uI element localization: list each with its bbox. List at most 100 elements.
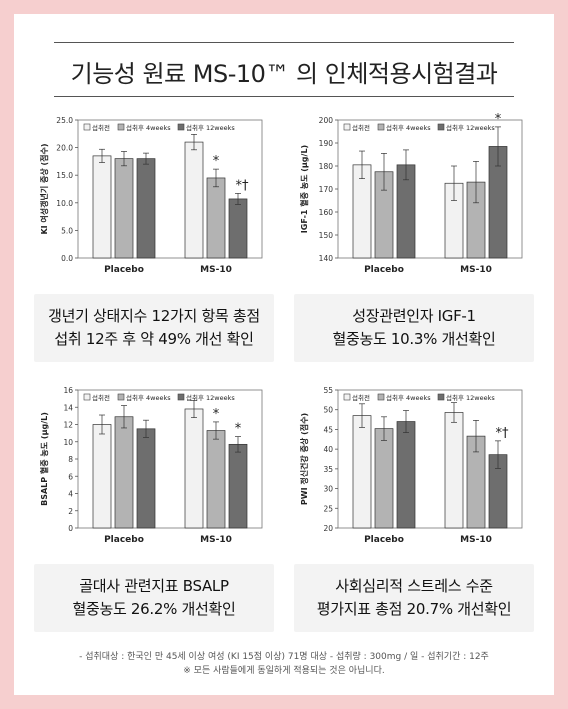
- y-tick-label: 15.0: [56, 171, 73, 180]
- legend-label: 섭취후 4weeks: [386, 123, 431, 132]
- bar: [92, 424, 112, 529]
- y-tick-label: 50: [323, 406, 333, 415]
- legend-label: 섭취후 12weeks: [186, 123, 235, 132]
- y-tick-label: 140: [319, 254, 334, 263]
- footnote-disclaimer: ※ 모든 사람들에게 동일하게 적용되는 것은 아닙니다.: [183, 666, 385, 677]
- significance-marker: *†: [496, 426, 510, 441]
- legend-label: 섭취후 12weeks: [446, 123, 495, 132]
- chart-bsalp-svg: 0 2 4 6 8 10 12 14 16 BSALP 혈중 농도 (μg/L) 섭취전 섭취후 4w…: [39, 386, 263, 545]
- legend-swatch: [343, 393, 351, 401]
- legend-swatch: [117, 123, 125, 131]
- page-title: 기능성 원료 MS-10™ 의 인체적용시험결과: [70, 60, 498, 88]
- bar: [228, 443, 248, 529]
- legend-swatch: [177, 393, 185, 401]
- legend-label: 섭취전: [92, 123, 110, 132]
- bar: [92, 155, 112, 259]
- legend-label: 섭취전: [352, 123, 370, 132]
- y-tick-label: 55: [323, 386, 333, 395]
- significance-marker: *: [213, 407, 220, 422]
- caption-line: 혈중농도 10.3% 개선확인: [332, 330, 496, 348]
- y-tick-label: 20.0: [56, 144, 73, 153]
- y-axis-label: PWI 정신건강 증상 (점수): [299, 413, 309, 505]
- y-tick-label: 10: [63, 438, 73, 447]
- y-tick-label: 2: [68, 507, 73, 516]
- caption-pwi: 사회심리적 스트레스 수준 평가지표 총점 20.7% 개선확인: [294, 564, 534, 632]
- y-tick-label: 25.0: [56, 116, 73, 125]
- caption-line: 혈중농도 26.2% 개선확인: [72, 600, 236, 618]
- y-tick-label: 12: [63, 421, 73, 430]
- legend-swatch: [343, 123, 351, 131]
- y-tick-label: 160: [319, 208, 334, 217]
- y-tick-label: 14: [63, 403, 73, 412]
- caption-ki-score: 갱년기 상태지수 12가지 항목 총점 섭취 12주 후 약 49% 개선 확인: [34, 294, 274, 362]
- significance-marker: *: [213, 154, 220, 169]
- legend-swatch: [377, 393, 385, 401]
- y-tick-label: 180: [319, 162, 334, 171]
- y-tick-label: 6: [68, 472, 73, 481]
- legend-swatch: [177, 123, 185, 131]
- legend-swatch: [377, 123, 385, 131]
- x-tick-label: MS-10: [460, 535, 492, 545]
- y-tick-label: 35: [323, 465, 333, 474]
- caption-line: 갱년기 상태지수 12가지 항목 총점: [48, 306, 260, 325]
- bar: [184, 408, 204, 529]
- x-tick-label: Placebo: [104, 535, 144, 545]
- x-tick-label: MS-10: [200, 535, 232, 545]
- caption-line: 사회심리적 스트레스 수준: [335, 576, 493, 595]
- legend-label: 섭취후 4weeks: [126, 393, 171, 402]
- legend-label: 섭취후 4weeks: [386, 393, 431, 402]
- bar: [114, 158, 134, 259]
- y-tick-label: 0: [68, 524, 73, 533]
- y-tick-label: 200: [319, 116, 334, 125]
- caption-line: 골대사 관련지표 BSALP: [79, 576, 229, 595]
- y-tick-label: 10.0: [56, 199, 73, 208]
- x-tick-label: Placebo: [364, 535, 404, 545]
- bar: [136, 158, 156, 259]
- y-tick-label: 150: [319, 231, 334, 240]
- bar: [184, 141, 204, 259]
- legend-label: 섭취후 12weeks: [446, 393, 495, 402]
- y-tick-label: 8: [68, 455, 73, 464]
- legend-swatch: [83, 123, 91, 131]
- caption-line: 성장관련인자 IGF-1: [352, 306, 476, 325]
- chart-pwi-svg: 20 25 30 35 40 45 50 55 PWI 정신건강 증상 (점수) 섭취전 섭취후 4…: [299, 386, 523, 545]
- legend-label: 섭취전: [352, 393, 370, 402]
- bar: [374, 428, 394, 529]
- caption-line: 평가지표 총점 20.7% 개선확인: [316, 600, 512, 618]
- legend-swatch: [83, 393, 91, 401]
- y-tick-label: 30: [323, 485, 333, 494]
- y-tick-label: 4: [68, 490, 73, 499]
- y-tick-label: 20: [323, 524, 333, 533]
- bar: [396, 421, 416, 529]
- infographic-card: 기능성 원료 MS-10™ 의 인체적용시험결과 0.0 5.0 10.0 15.0 2…: [14, 14, 554, 695]
- caption-line: 섭취 12주 후 약 49% 개선 확인: [54, 330, 254, 348]
- y-tick-label: 170: [319, 185, 334, 194]
- bar: [206, 177, 226, 259]
- x-tick-label: Placebo: [364, 265, 404, 275]
- legend-label: 섭취전: [92, 393, 110, 402]
- bar: [444, 412, 464, 529]
- significance-marker: *: [235, 422, 242, 437]
- x-tick-label: MS-10: [200, 265, 232, 275]
- y-tick-label: 40: [323, 445, 333, 454]
- x-tick-label: MS-10: [460, 265, 492, 275]
- y-tick-label: 5.0: [61, 226, 73, 235]
- legend-label: 섭취후 4weeks: [126, 123, 171, 132]
- bar: [228, 198, 248, 259]
- legend-swatch: [117, 393, 125, 401]
- chart-igf1: 140 150 160 170 180 190 200 IGF-1 혈중 농도 (μg/L) 섭…: [294, 106, 534, 281]
- y-tick-label: 190: [319, 139, 334, 148]
- y-tick-label: 45: [323, 425, 333, 434]
- significance-marker: *†: [236, 178, 250, 193]
- y-tick-label: 25: [323, 504, 333, 513]
- bar: [114, 416, 134, 529]
- chart-pwi: 20 25 30 35 40 45 50 55 PWI 정신건강 증상 (점수) 섭취전 섭취후 4…: [294, 376, 534, 551]
- bar: [206, 430, 226, 529]
- bar: [136, 428, 156, 529]
- title-rule-top: [54, 42, 514, 43]
- caption-igf1: 성장관련인자 IGF-1 혈중농도 10.3% 개선확인: [294, 294, 534, 362]
- legend-swatch: [437, 393, 445, 401]
- legend-swatch: [437, 123, 445, 131]
- legend-label: 섭취후 12weeks: [186, 393, 235, 402]
- chart-igf1-svg: 140 150 160 170 180 190 200 IGF-1 혈중 농도 (μg/L) 섭…: [299, 112, 523, 275]
